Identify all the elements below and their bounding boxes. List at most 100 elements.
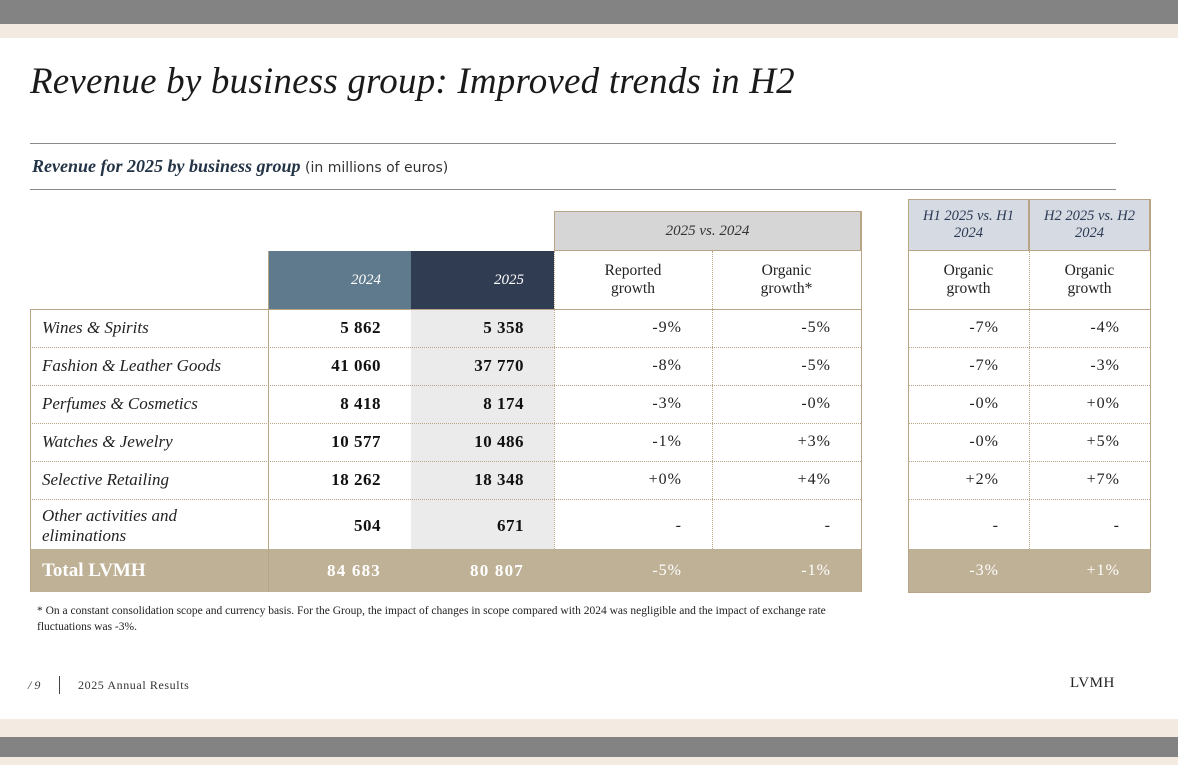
cell-h1-organic-text: -0% xyxy=(969,395,999,412)
cell-2024-text: 5 862 xyxy=(340,318,381,337)
cell-organic: - xyxy=(712,499,861,553)
cell-reported-text: -1% xyxy=(652,433,682,450)
row-label: Other activities and eliminations xyxy=(30,499,268,553)
col-header-organic-text: Organic growth* xyxy=(760,262,813,297)
cell-reported-text: -3% xyxy=(652,395,682,412)
total-h1-organic-text: -3% xyxy=(969,561,999,579)
table-subtitle: Revenue for 2025 by business group (in m… xyxy=(32,156,448,177)
cell-h2-organic-text: +7% xyxy=(1086,471,1120,488)
cell-h2-organic: -4% xyxy=(1029,309,1150,347)
cell-organic-text: +3% xyxy=(797,433,831,450)
col-header-h2-organic: Organic growth xyxy=(1029,251,1150,309)
cell-h1-organic: -0% xyxy=(908,385,1029,423)
row-label-text: Fashion & Leather Goods xyxy=(42,356,221,375)
cell-h1-organic-text: +2% xyxy=(965,471,999,488)
cell-organic: +4% xyxy=(712,461,861,499)
cell-2024: 5 862 xyxy=(268,309,411,347)
group-header-2025-vs-2024-text: 2025 vs. 2024 xyxy=(665,222,750,239)
group-header-h1-text: H1 2025 vs. H1 2024 xyxy=(922,208,1015,241)
page-title: Revenue by business group: Improved tren… xyxy=(30,61,795,102)
row-label-text: Wines & Spirits xyxy=(42,318,149,337)
cell-organic: -0% xyxy=(712,385,861,423)
title-rule xyxy=(30,143,1116,144)
right-table-right-border xyxy=(1150,199,1151,592)
row-label: Selective Retailing xyxy=(30,461,268,499)
cell-2025: 8 174 xyxy=(411,385,554,423)
row-divider xyxy=(30,461,861,462)
row-divider xyxy=(30,423,861,424)
col-header-h1-organic-text: Organic growth xyxy=(943,262,994,297)
cell-2025: 671 xyxy=(411,499,554,553)
cell-h1-organic-text: - xyxy=(992,517,999,534)
total-2025-text: 80 807 xyxy=(470,560,524,580)
cell-h1-organic-text: -0% xyxy=(969,433,999,450)
bottom-cream-band xyxy=(0,719,1178,737)
total-2025: 80 807 xyxy=(411,549,554,592)
cell-organic-text: +4% xyxy=(797,471,831,488)
row-divider xyxy=(30,347,861,348)
cell-h1-organic: -7% xyxy=(908,309,1029,347)
cell-h2-organic: +5% xyxy=(1029,423,1150,461)
cell-reported-text: - xyxy=(675,517,682,534)
cell-organic: -5% xyxy=(712,347,861,385)
cell-2024-text: 504 xyxy=(354,516,381,535)
total-organic: -1% xyxy=(712,549,861,592)
cell-2025-text: 8 174 xyxy=(483,394,524,413)
total-reported-text: -5% xyxy=(652,561,682,579)
col-header-reported: Reported growth xyxy=(554,251,712,309)
cell-h1-organic: -7% xyxy=(908,347,1029,385)
left-border xyxy=(30,309,31,592)
row-label-text: Other activities and eliminations xyxy=(42,506,178,545)
cell-organic: +3% xyxy=(712,423,861,461)
row-label-text: Selective Retailing xyxy=(42,470,169,489)
col-header-2025: 2025 xyxy=(411,251,554,309)
cell-h1-organic: - xyxy=(908,499,1029,553)
subtitle-note: (in millions of euros) xyxy=(305,160,449,176)
group-header-h2-text: H2 2025 vs. H2 2024 xyxy=(1043,208,1136,241)
cell-h1-organic: -0% xyxy=(908,423,1029,461)
cell-reported: -8% xyxy=(554,347,712,385)
cell-organic-text: -5% xyxy=(801,357,831,374)
total-organic-text: -1% xyxy=(801,561,831,579)
row-label: Watches & Jewelry xyxy=(30,423,268,461)
cell-h1-organic-text: -7% xyxy=(969,319,999,336)
col-divider-3 xyxy=(554,251,555,549)
cell-h2-organic: - xyxy=(1029,499,1150,553)
page-number: / 9 xyxy=(28,678,41,692)
top-band xyxy=(0,0,1178,24)
lvmh-logo: LVMH xyxy=(1070,675,1115,691)
cell-h1-organic-text: -7% xyxy=(969,357,999,374)
cell-h2-organic-text: - xyxy=(1113,517,1120,534)
col-divider-4 xyxy=(712,251,713,549)
right-table-left-border xyxy=(908,199,909,592)
col-header-2024: 2024 xyxy=(268,251,411,309)
bottom-band xyxy=(0,737,1178,757)
cell-organic-text: - xyxy=(824,517,831,534)
row-label: Perfumes & Cosmetics xyxy=(30,385,268,423)
cell-h2-organic-text: +0% xyxy=(1086,395,1120,412)
col-header-2025-text: 2025 xyxy=(494,271,524,288)
cell-reported-text: -9% xyxy=(652,319,682,336)
col-header-reported-text: Reported growth xyxy=(604,262,662,297)
col-header-2024-text: 2024 xyxy=(351,271,381,288)
cell-organic-text: -0% xyxy=(801,395,831,412)
group-header-h2: H2 2025 vs. H2 2024 xyxy=(1029,199,1150,251)
cell-h2-organic: +0% xyxy=(1029,385,1150,423)
cell-2024: 10 577 xyxy=(268,423,411,461)
cell-reported: -1% xyxy=(554,423,712,461)
total-label: Total LVMH xyxy=(30,549,268,592)
right-border-left-table xyxy=(861,211,862,592)
cell-2024-text: 18 262 xyxy=(331,470,381,489)
cell-2024-text: 41 060 xyxy=(331,356,381,375)
cell-2025: 10 486 xyxy=(411,423,554,461)
table-top-border xyxy=(30,309,861,310)
cell-reported: - xyxy=(554,499,712,553)
total-2024-text: 84 683 xyxy=(327,560,381,580)
top-cream-band xyxy=(0,24,1178,38)
row-label: Fashion & Leather Goods xyxy=(30,347,268,385)
total-h1-organic: -3% xyxy=(908,549,1029,592)
cell-2025: 5 358 xyxy=(411,309,554,347)
cell-2025-text: 10 486 xyxy=(474,432,524,451)
footer-doc-title: 2025 Annual Results xyxy=(78,678,190,692)
footer-separator xyxy=(59,676,60,694)
